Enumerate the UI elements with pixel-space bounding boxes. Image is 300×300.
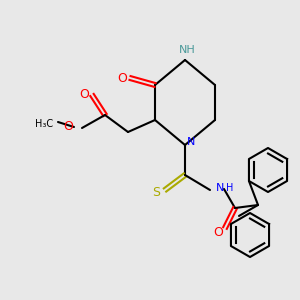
Text: H₃C: H₃C <box>35 119 53 129</box>
Text: H: H <box>226 183 234 193</box>
Text: N: N <box>216 183 224 193</box>
Text: N: N <box>187 137 195 147</box>
Text: O: O <box>79 88 89 101</box>
Text: NH: NH <box>178 45 195 55</box>
Text: O: O <box>213 226 223 239</box>
Text: O: O <box>117 71 127 85</box>
Text: S: S <box>152 185 160 199</box>
Text: O: O <box>63 119 73 133</box>
